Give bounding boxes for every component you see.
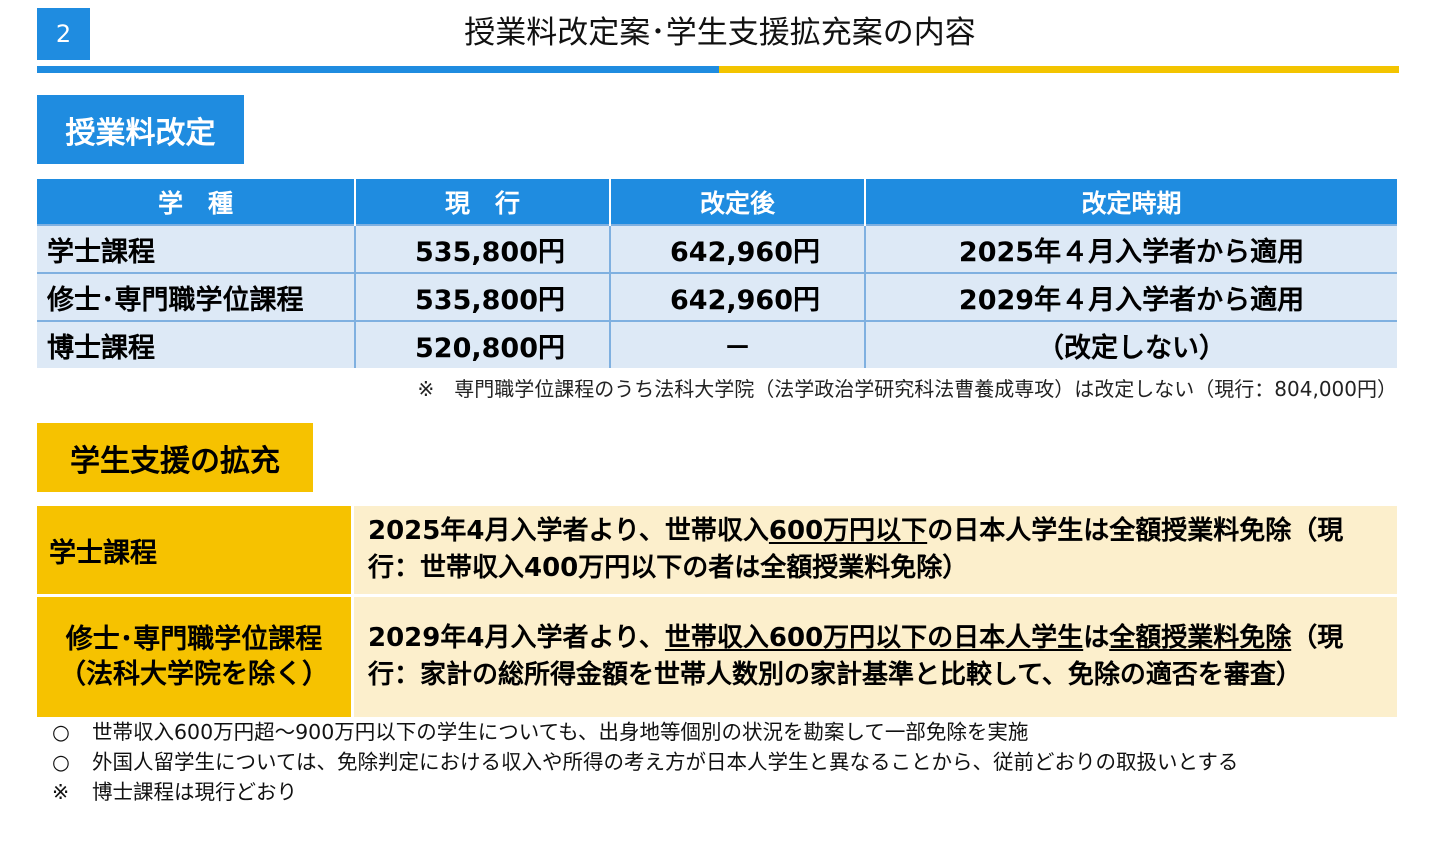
support-text: （現行：家計の総所得金額を世帯人数別の家計基準と比較して、免除の適否を審査） <box>368 623 1344 690</box>
tuition-section-title: 授業料改定 <box>37 95 244 164</box>
support-table: 学士課程 2025年4月入学者より、世帯収入600万円以下の日本人学生は全額授業… <box>37 506 1397 720</box>
support-text: 2029年4月入学者より、 <box>368 623 665 653</box>
support-text-underlined: 全額授業料免除 <box>1109 623 1292 653</box>
support-head-graduate: 修士･専門職学位課程 （法科大学院を除く） <box>37 595 353 720</box>
header-rule-yellow <box>719 66 1399 73</box>
cell-current: 535,800円 <box>355 272 611 321</box>
col-header-type: 学 種 <box>37 179 356 225</box>
support-head-undergrad: 学士課程 <box>37 506 353 597</box>
support-text: の日本人学生は全額授業料免除（現行：世帯収入400万円以下の者は全額授業料免除） <box>368 516 1344 583</box>
support-text: 2025年4月入学者より、世帯収入 <box>368 516 769 546</box>
list-item: ○ 世帯収入600万円超～900万円以下の学生についても、出身地等個別の状況を勘… <box>52 717 1238 747</box>
cell-revised: 642,960円 <box>610 272 866 321</box>
support-text-underlined: 600万円以下 <box>768 516 928 546</box>
tuition-note: ※ 専門職学位課程のうち法科大学院（法学政治学研究科法曹養成専攻）は改定しない（… <box>417 377 1397 401</box>
support-body-graduate: 2029年4月入学者より、世帯収入600万円以下の日本人学生は全額授業料免除（現… <box>351 595 1397 720</box>
list-item: ※ 博士課程は現行どおり <box>52 777 1238 807</box>
page-title: 授業料改定案･学生支援拡充案の内容 <box>464 15 976 51</box>
cell-timing: 2029年４月入学者から適用 <box>865 272 1397 321</box>
col-header-current: 現 行 <box>355 179 611 225</box>
support-text-underlined: 世帯収入600万円以下の日本人学生 <box>664 623 1084 653</box>
table-row: 修士･専門職学位課程 535,800円 642,960円 2029年４月入学者か… <box>37 272 1397 321</box>
cell-revised: 642,960円 <box>610 224 866 273</box>
page-number: 2 <box>37 8 90 60</box>
table-row: 学士課程 2025年4月入学者より、世帯収入600万円以下の日本人学生は全額授業… <box>37 506 1397 597</box>
col-header-revised: 改定後 <box>610 179 866 225</box>
list-item: ○ 外国人留学生については、免除判定における収入や所得の考え方が日本人学生と異な… <box>52 747 1238 777</box>
support-text: は <box>1083 623 1110 653</box>
cell-revised: － <box>610 320 866 368</box>
cell-current: 520,800円 <box>355 320 611 368</box>
footnote-text: 博士課程は現行どおり <box>92 780 297 804</box>
cell-type: 修士･専門職学位課程 <box>37 272 356 321</box>
support-head-line: （法科大学院を除く） <box>59 659 329 690</box>
header-rule-blue <box>37 66 719 73</box>
footnote-text: 外国人留学生については、免除判定における収入や所得の考え方が日本人学生と異なるこ… <box>92 750 1239 774</box>
table-row: 修士･専門職学位課程 （法科大学院を除く） 2029年4月入学者より、世帯収入60… <box>37 595 1397 720</box>
support-section-title: 学生支援の拡充 <box>37 423 313 492</box>
bullet-mark: ○ <box>52 750 70 774</box>
footnotes: ○ 世帯収入600万円超～900万円以下の学生についても、出身地等個別の状況を勘… <box>52 717 1238 807</box>
bullet-mark: ○ <box>52 720 70 744</box>
cell-type: 学士課程 <box>37 224 356 273</box>
support-body-undergrad: 2025年4月入学者より、世帯収入600万円以下の日本人学生は全額授業料免除（現… <box>351 506 1397 597</box>
note-mark: ※ <box>52 780 70 804</box>
table-row: 博士課程 520,800円 － （改定しない） <box>37 320 1397 368</box>
support-head-line: 修士･専門職学位課程 <box>65 624 323 655</box>
cell-type: 博士課程 <box>37 320 356 368</box>
table-row: 学士課程 535,800円 642,960円 2025年４月入学者から適用 <box>37 224 1397 273</box>
cell-timing: （改定しない） <box>865 320 1397 368</box>
tuition-header-row: 学 種 現 行 改定後 改定時期 <box>37 179 1397 225</box>
cell-current: 535,800円 <box>355 224 611 273</box>
footnote-text: 世帯収入600万円超～900万円以下の学生についても、出身地等個別の状況を勘案し… <box>92 720 1029 744</box>
cell-timing: 2025年４月入学者から適用 <box>865 224 1397 273</box>
tuition-table: 学 種 現 行 改定後 改定時期 学士課程 535,800円 642,960円 … <box>37 179 1397 368</box>
col-header-timing: 改定時期 <box>865 179 1397 225</box>
